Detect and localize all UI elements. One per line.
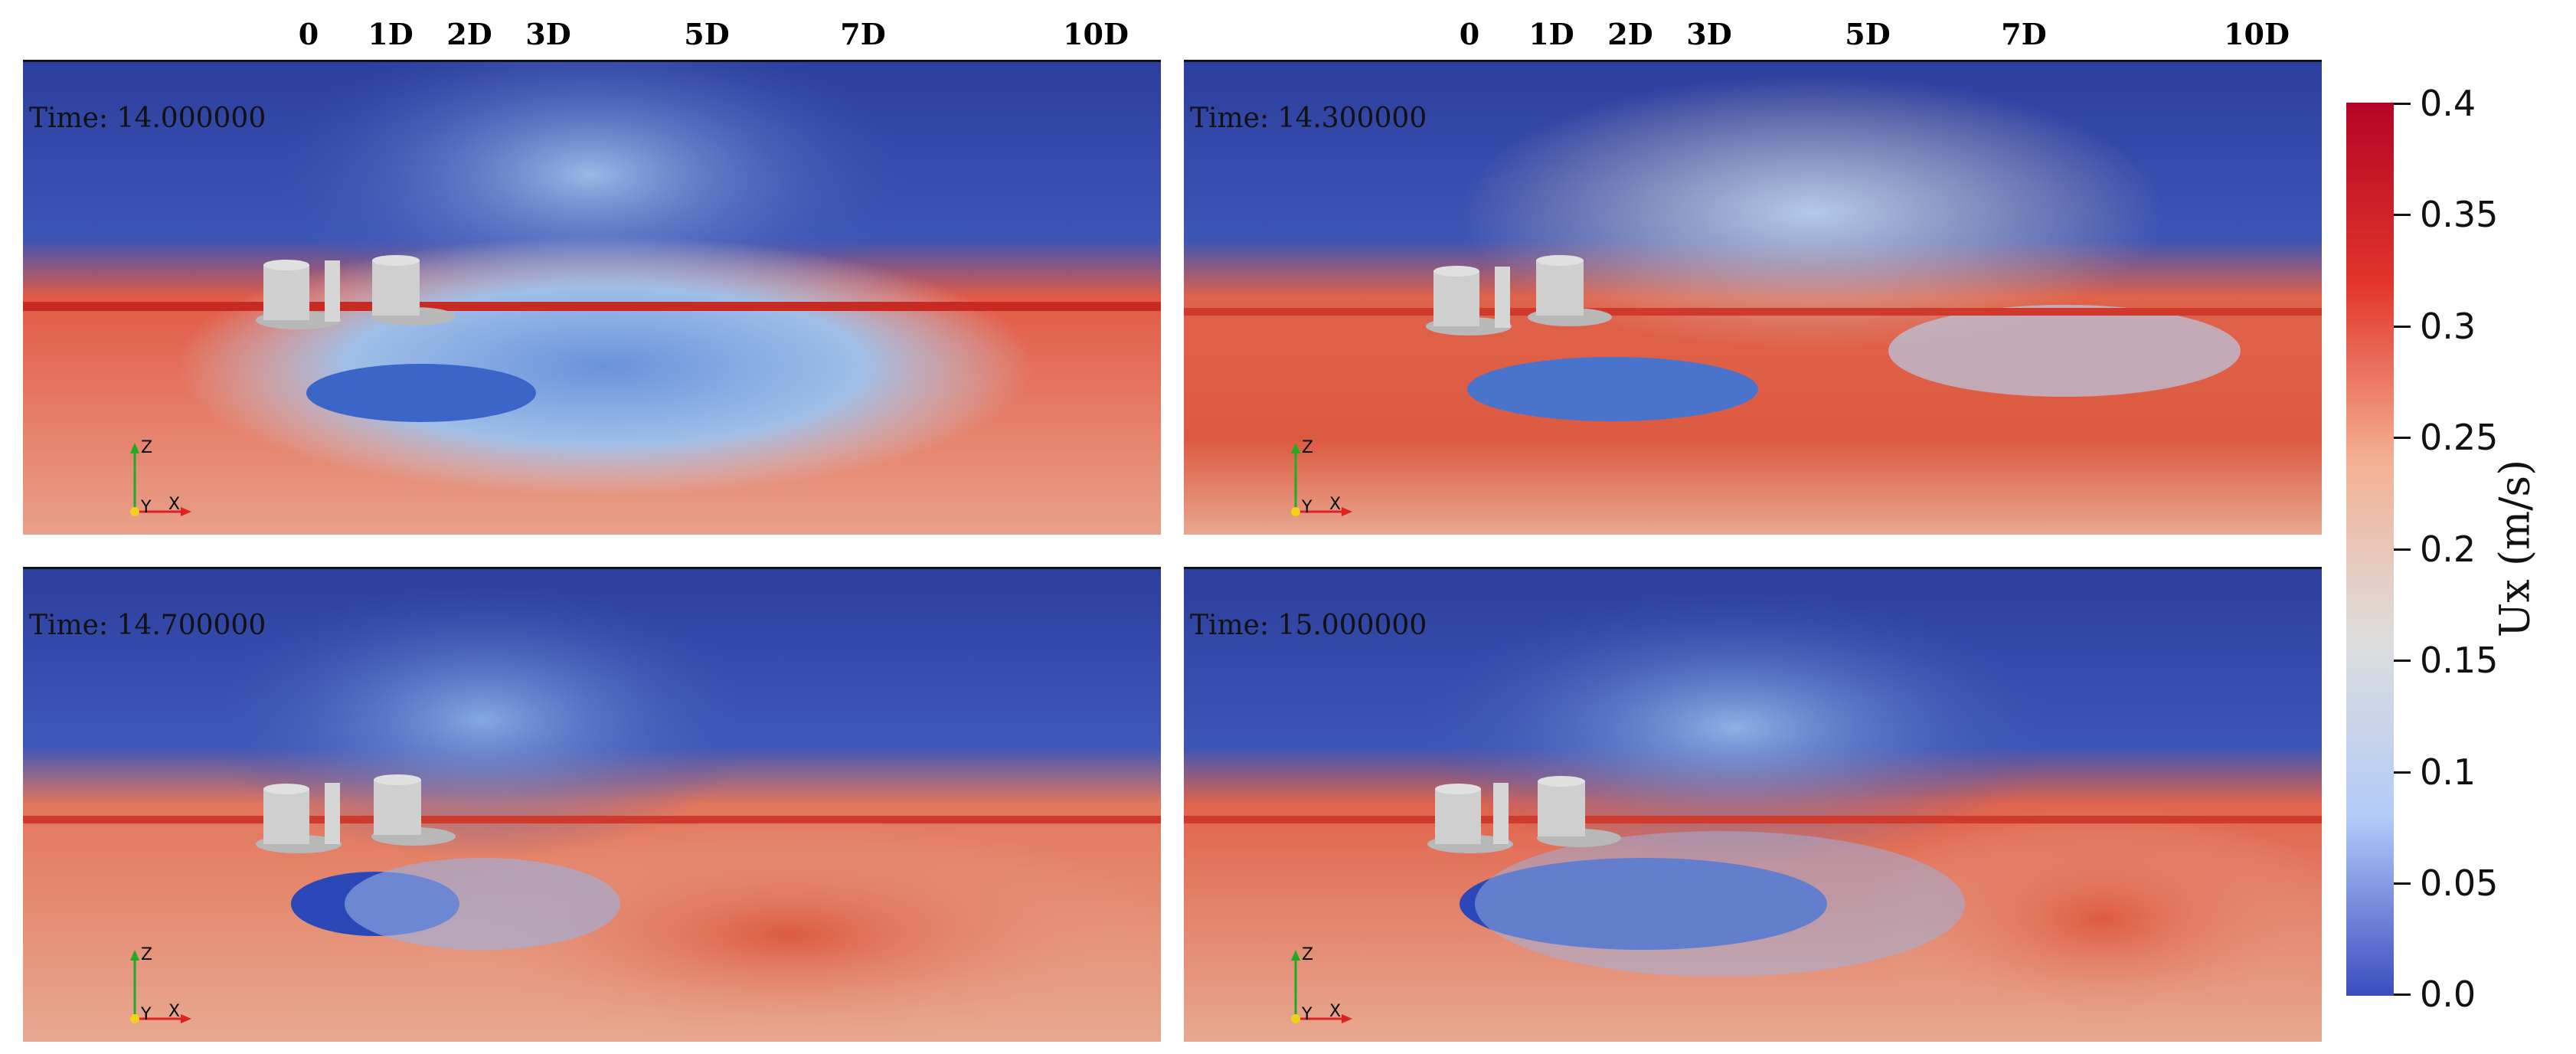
- x-tick-label: 1D: [368, 17, 414, 51]
- axes-orientation-triad: Z Y X: [1268, 942, 1352, 1026]
- velocity-field-image: [1184, 60, 2322, 535]
- colorbar-tick: [2394, 660, 2411, 662]
- axes-orientation-triad: Z Y X: [1268, 435, 1352, 519]
- axis-z-label: Z: [141, 945, 153, 964]
- axis-x-label: X: [168, 495, 181, 514]
- axis-x-label: X: [1329, 495, 1342, 514]
- axis-z-label: Z: [1302, 438, 1314, 457]
- x-tick-label: 3D: [525, 17, 571, 51]
- x-tick-label: 0: [298, 17, 319, 51]
- colorbar-tick: [2394, 103, 2411, 105]
- axis-y-label: Y: [1302, 498, 1313, 517]
- colorbar-tick: [2394, 326, 2411, 328]
- axes-orientation-triad: Z Y X: [107, 435, 191, 519]
- time-label: Time: 14.700000: [29, 610, 266, 641]
- x-tick-label: 5D: [1845, 17, 1891, 51]
- axis-x-label: X: [1329, 1002, 1342, 1021]
- colorbar-label: 0.15: [2420, 640, 2499, 681]
- x-tick-label: 2D: [1607, 17, 1653, 51]
- flow-field-panel-2: Time: 14.300000 Z Y X: [1184, 60, 2322, 535]
- time-label: Time: 14.300000: [1190, 103, 1427, 134]
- colorbar-label: 0.35: [2420, 194, 2499, 235]
- colorbar-label: 0.3: [2420, 306, 2476, 347]
- x-tick-label: 7D: [2001, 17, 2047, 51]
- colorbar-tick: [2394, 214, 2411, 216]
- time-label: Time: 15.000000: [1190, 610, 1427, 641]
- axis-z-label: Z: [1302, 945, 1314, 964]
- axis-z-label: Z: [141, 438, 153, 457]
- x-tick-label: 0: [1459, 17, 1480, 51]
- colorbar-tick: [2394, 993, 2411, 996]
- colorbar-title: Ux (m/s): [2490, 459, 2539, 638]
- x-tick-label: 2D: [446, 17, 492, 51]
- colorbar: [2346, 103, 2394, 996]
- colorbar-tick: [2394, 437, 2411, 439]
- x-tick-label: 10D: [2224, 17, 2290, 51]
- time-label: Time: 14.000000: [29, 103, 266, 134]
- axis-x-label: X: [168, 1002, 181, 1021]
- colorbar-tick: [2394, 771, 2411, 774]
- axis-y-label: Y: [1302, 1005, 1313, 1024]
- colorbar-label: 0.25: [2420, 417, 2499, 458]
- colorbar-tick: [2394, 882, 2411, 885]
- x-tick-row-right: 0 1D 2D 3D 5D 7D 10D: [1184, 17, 2322, 63]
- x-tick-label: 3D: [1686, 17, 1732, 51]
- flow-field-panel-3: Time: 14.700000 Z Y X: [23, 567, 1161, 1042]
- flow-field-panel-4: Time: 15.000000 Z Y X: [1184, 567, 2322, 1042]
- colorbar-tick: [2394, 548, 2411, 551]
- velocity-field-image: [23, 567, 1161, 1042]
- axes-orientation-triad: Z Y X: [107, 942, 191, 1026]
- x-tick-row-left: 0 1D 2D 3D 5D 7D 10D: [23, 17, 1161, 63]
- flow-field-panel-1: Time: 14.000000 Z Y X: [23, 60, 1161, 535]
- velocity-field-image: [1184, 567, 2322, 1042]
- x-tick-label: 1D: [1528, 17, 1574, 51]
- x-tick-label: 5D: [684, 17, 730, 51]
- colorbar-label: 0.05: [2420, 863, 2499, 904]
- colorbar-label: 0.0: [2420, 974, 2476, 1015]
- colorbar-label: 0.2: [2420, 529, 2476, 570]
- axis-y-label: Y: [141, 1005, 152, 1024]
- colorbar-label: 0.1: [2420, 751, 2476, 793]
- x-tick-label: 7D: [840, 17, 886, 51]
- axis-y-label: Y: [141, 498, 152, 517]
- x-tick-label: 10D: [1063, 17, 1129, 51]
- colorbar-label: 0.4: [2420, 83, 2476, 124]
- velocity-field-image: [23, 60, 1161, 535]
